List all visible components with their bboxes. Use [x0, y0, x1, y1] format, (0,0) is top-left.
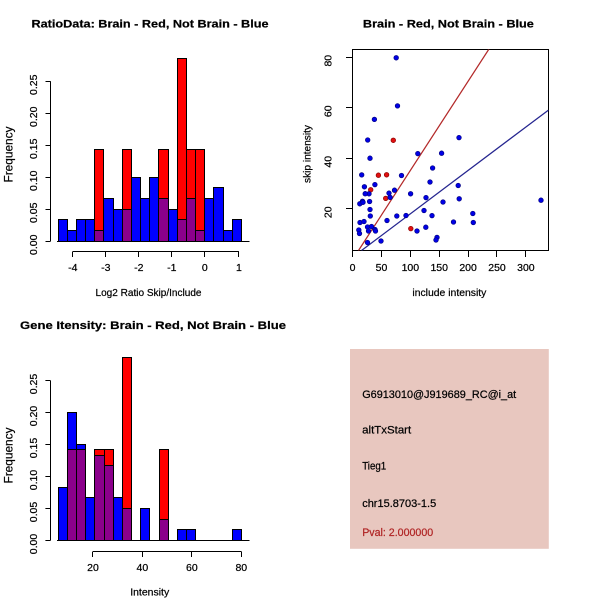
- svg-text:RatioData: Brain - Red, Not Br: RatioData: Brain - Red, Not Brain - Blue: [32, 18, 269, 30]
- svg-text:Pval: 2.000000: Pval: 2.000000: [362, 527, 433, 539]
- svg-text:altTxStart: altTxStart: [362, 424, 411, 436]
- svg-text:1: 1: [236, 262, 242, 274]
- svg-text:0.25: 0.25: [28, 374, 40, 395]
- svg-text:0.15: 0.15: [28, 138, 40, 159]
- svg-text:-1: -1: [167, 262, 176, 274]
- svg-text:80: 80: [323, 55, 335, 67]
- svg-text:Brain - Red, Not Brain - Blue: Brain - Red, Not Brain - Blue: [363, 19, 534, 31]
- svg-text:Log2 Ratio Skip/Include: Log2 Ratio Skip/Include: [96, 287, 202, 299]
- svg-text:250: 250: [488, 262, 506, 274]
- svg-text:200: 200: [459, 262, 477, 274]
- svg-text:G6913010@J919689_RC@i_at: G6913010@J919689_RC@i_at: [362, 389, 516, 401]
- svg-text:-2: -2: [134, 262, 143, 274]
- svg-text:40: 40: [323, 156, 335, 168]
- svg-text:100: 100: [402, 262, 420, 274]
- svg-text:0.05: 0.05: [28, 502, 40, 523]
- svg-text:80: 80: [235, 562, 247, 574]
- svg-text:Frequency: Frequency: [2, 428, 16, 484]
- svg-text:0: 0: [350, 262, 356, 274]
- svg-text:0.20: 0.20: [28, 106, 40, 127]
- svg-text:0.10: 0.10: [28, 470, 40, 491]
- svg-text:Frequency: Frequency: [2, 127, 16, 183]
- svg-text:skip intensity: skip intensity: [302, 124, 314, 183]
- svg-text:50: 50: [376, 262, 388, 274]
- svg-text:60: 60: [323, 105, 335, 117]
- svg-text:include intensity: include intensity: [412, 287, 487, 299]
- svg-text:-4: -4: [68, 262, 77, 274]
- svg-text:0.10: 0.10: [28, 170, 40, 191]
- svg-text:60: 60: [186, 562, 198, 574]
- svg-text:0.20: 0.20: [28, 406, 40, 427]
- svg-text:0.25: 0.25: [28, 74, 40, 95]
- svg-text:0.00: 0.00: [28, 534, 40, 555]
- svg-text:0.15: 0.15: [28, 438, 40, 459]
- svg-text:0.00: 0.00: [28, 234, 40, 255]
- svg-text:40: 40: [137, 562, 149, 574]
- svg-text:Gene Itensity: Brain - Red, No: Gene Itensity: Brain - Red, Not Brain - …: [20, 320, 286, 332]
- svg-text:0: 0: [202, 262, 208, 274]
- svg-text:20: 20: [323, 206, 335, 218]
- svg-text:chr15.8703-1.5: chr15.8703-1.5: [362, 498, 436, 510]
- svg-text:150: 150: [430, 262, 448, 274]
- svg-text:Intensity: Intensity: [130, 587, 170, 599]
- svg-text:300: 300: [517, 262, 535, 274]
- svg-text:20: 20: [87, 562, 99, 574]
- svg-text:-3: -3: [101, 262, 110, 274]
- svg-text:0.05: 0.05: [28, 202, 40, 223]
- svg-text:Tieg1: Tieg1: [362, 461, 386, 473]
